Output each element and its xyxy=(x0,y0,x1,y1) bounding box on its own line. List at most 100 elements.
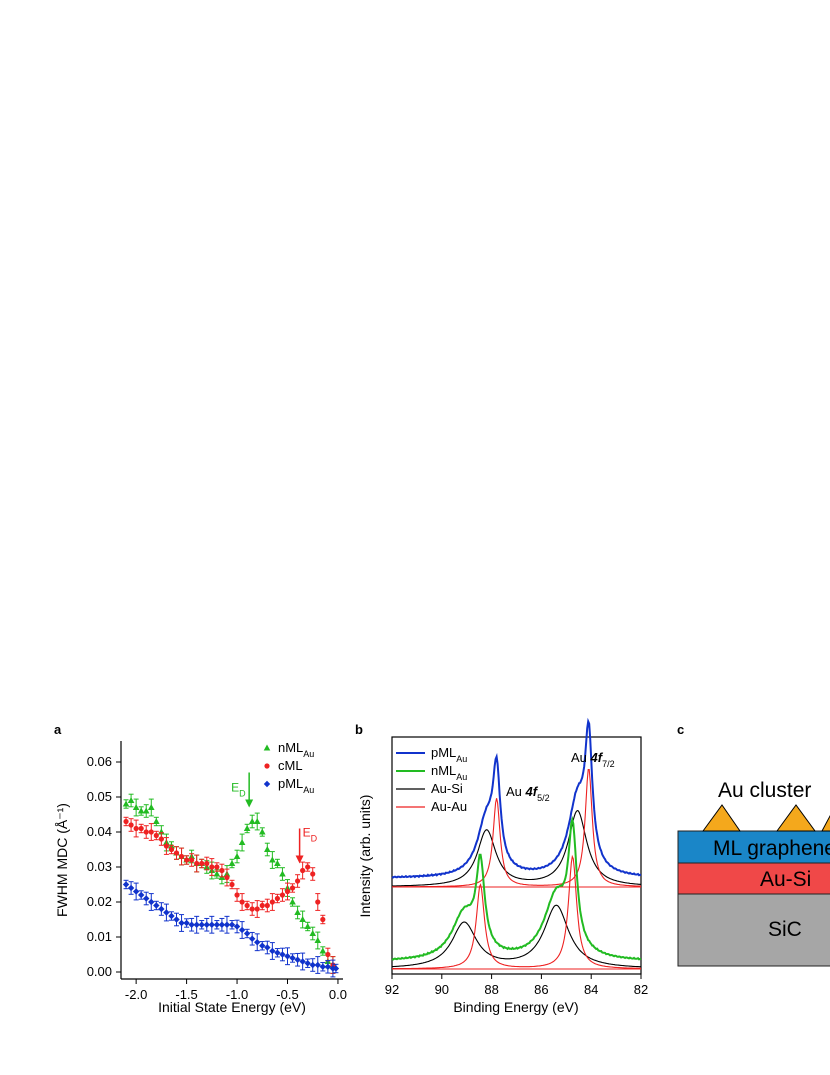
data-point xyxy=(305,864,311,870)
data-point xyxy=(168,846,175,853)
legend-label: Au-Si xyxy=(431,781,463,796)
data-point xyxy=(198,921,205,928)
data-point xyxy=(300,867,306,874)
data-point xyxy=(137,807,145,814)
legend-marker xyxy=(263,744,271,751)
data-point xyxy=(243,825,251,831)
peak-label: Au 4f7/2 xyxy=(571,750,615,769)
data-point xyxy=(259,942,266,949)
panel-a-x-tick-label: 0.0 xyxy=(329,987,347,1002)
data-point xyxy=(264,944,271,951)
data-point xyxy=(142,807,150,814)
data-point xyxy=(249,906,255,912)
component-Au-Si xyxy=(392,904,642,968)
data-point xyxy=(183,919,190,927)
data-point xyxy=(289,885,296,891)
data-point xyxy=(324,963,332,970)
panel-a-chart: ED ED -2.0 -1.5 -1.0 -0.5 0.0 0.00 0.01 0.02 0.03… xyxy=(54,740,347,1015)
panel-b-x-tick-label: 82 xyxy=(634,982,648,997)
data-point xyxy=(233,853,241,859)
data-point xyxy=(248,818,256,824)
data-point xyxy=(234,892,240,898)
data-point xyxy=(274,949,281,956)
data-point xyxy=(289,898,296,905)
data-point xyxy=(204,860,210,867)
data-point xyxy=(213,870,221,877)
panel-a-x-tick-label: -0.5 xyxy=(276,987,298,1002)
ed-arrow-head xyxy=(245,799,254,808)
panel-a-x-tick-label: -1.0 xyxy=(226,987,248,1002)
data-point xyxy=(233,923,241,930)
data-point xyxy=(223,921,231,928)
spectrum-pML_Au xyxy=(391,717,642,888)
data-point xyxy=(254,939,261,946)
data-point xyxy=(203,921,210,928)
panel-a-y-tick-label: 0.00 xyxy=(87,964,112,979)
legend-label: Au-Au xyxy=(431,799,467,814)
data-point xyxy=(239,899,245,905)
panel-b-x-tick-label: 86 xyxy=(534,982,548,997)
data-point xyxy=(228,921,236,928)
data-point xyxy=(258,828,266,835)
data-point xyxy=(299,958,306,965)
data-point xyxy=(133,825,139,832)
panel-b-x-tick-label: 90 xyxy=(435,982,449,997)
data-point xyxy=(178,919,185,927)
data-point xyxy=(299,916,306,922)
data-point xyxy=(127,884,135,892)
panel-a-y-label: FWHM MDC (Å⁻¹) xyxy=(54,803,70,917)
data-point xyxy=(173,850,180,856)
panel-b-x-tick-label: 84 xyxy=(584,982,598,997)
data-point xyxy=(183,857,190,863)
data-point xyxy=(264,846,271,852)
data-point xyxy=(269,856,276,863)
panel-a-y-tick-label: 0.04 xyxy=(87,824,112,839)
layer-sic xyxy=(677,893,830,967)
data-point xyxy=(148,829,154,835)
au-cluster-1 xyxy=(702,804,741,832)
data-point xyxy=(294,878,301,884)
data-point xyxy=(319,947,327,954)
data-point xyxy=(128,822,134,828)
series-cML xyxy=(123,816,336,974)
data-point xyxy=(163,909,170,916)
data-point xyxy=(218,921,226,928)
component-Au-Au xyxy=(392,854,641,970)
data-point xyxy=(314,961,321,969)
au-cluster-2 xyxy=(776,804,816,832)
data-point xyxy=(214,864,220,870)
data-point xyxy=(122,800,130,807)
data-point xyxy=(228,860,236,866)
data-point xyxy=(189,857,195,863)
data-point xyxy=(319,963,327,970)
data-point xyxy=(208,921,216,928)
data-point xyxy=(274,860,281,866)
data-point xyxy=(309,930,317,936)
data-point xyxy=(158,905,165,913)
data-point xyxy=(310,871,316,877)
series-pML xyxy=(122,879,340,978)
ed-arrow-head xyxy=(295,855,304,864)
data-point xyxy=(248,935,256,942)
data-point xyxy=(284,888,291,895)
data-point xyxy=(284,953,291,960)
data-point xyxy=(224,874,230,881)
data-point xyxy=(304,960,311,967)
legend-marker xyxy=(264,763,270,769)
panel-b-frame xyxy=(391,736,642,975)
data-point xyxy=(143,895,150,902)
data-point xyxy=(269,947,276,955)
data-point xyxy=(294,909,301,915)
data-point xyxy=(279,892,286,898)
data-point xyxy=(274,895,281,902)
ed-label: ED xyxy=(231,781,246,799)
data-point xyxy=(137,891,145,899)
layer-graphene xyxy=(677,830,830,864)
panel-a-x-label: Initial State Energy (eV) xyxy=(158,999,306,1015)
graphene-label: ML graphene xyxy=(713,837,830,860)
panel-b-x-tick-label: 92 xyxy=(385,982,399,997)
panel-a-x-tick-label: -1.5 xyxy=(175,987,197,1002)
legend-label: nMLAu xyxy=(431,763,467,782)
